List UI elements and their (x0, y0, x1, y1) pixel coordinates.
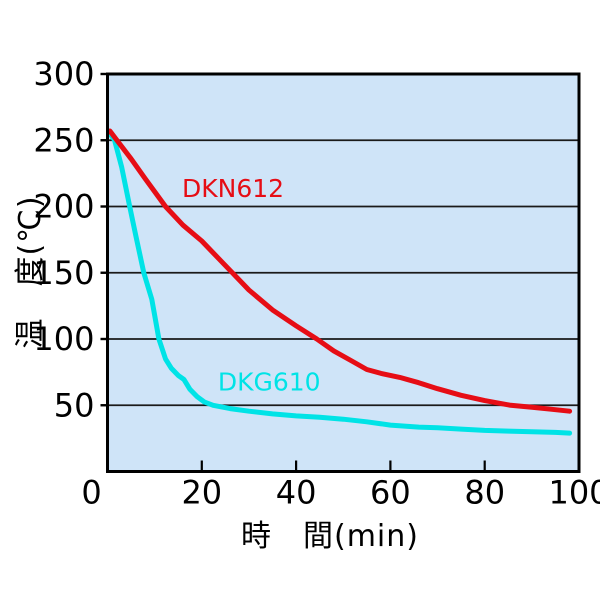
plot-border (106, 72, 581, 473)
x-tick-label: 80 (464, 474, 505, 512)
y-tick-label: 100 (33, 320, 94, 358)
y-tick-label: 300 (33, 55, 94, 93)
series-label-DKN612: DKN612 (182, 174, 284, 203)
x-tick-label: 60 (370, 474, 411, 512)
y-tick-label: 250 (33, 121, 94, 159)
x-tick-label: 100 (548, 474, 600, 512)
x-tick-label: 20 (181, 474, 222, 512)
series-line-DKN612 (107, 128, 573, 414)
x-tick-label: 40 (276, 474, 317, 512)
x-tick-label: 0 (81, 474, 101, 512)
y-tick-label: 150 (33, 254, 94, 292)
y-tick-label: 200 (33, 188, 94, 226)
x-axis-title: 時 間(min) (241, 519, 419, 554)
y-axis-title: 温 度(℃) (13, 195, 48, 349)
series-label-DKG610: DKG610 (218, 368, 321, 397)
y-tick-label: 50 (54, 386, 95, 424)
series-line-DKG610 (107, 131, 573, 436)
